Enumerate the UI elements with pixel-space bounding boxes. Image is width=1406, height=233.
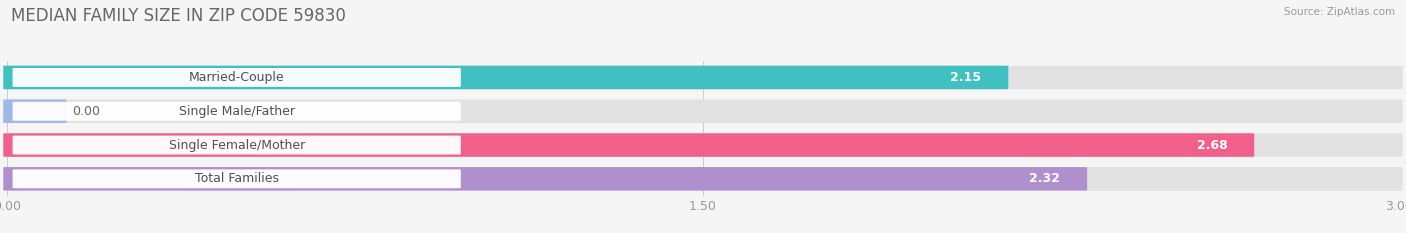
FancyBboxPatch shape	[3, 66, 1008, 89]
Text: Single Female/Mother: Single Female/Mother	[169, 139, 305, 151]
FancyBboxPatch shape	[13, 136, 461, 154]
FancyBboxPatch shape	[3, 167, 1403, 191]
Text: 0.00: 0.00	[72, 105, 100, 118]
Text: 2.32: 2.32	[1029, 172, 1060, 185]
Text: 2.68: 2.68	[1197, 139, 1227, 151]
Text: Total Families: Total Families	[194, 172, 278, 185]
FancyBboxPatch shape	[13, 68, 461, 87]
Text: Source: ZipAtlas.com: Source: ZipAtlas.com	[1284, 7, 1395, 17]
FancyBboxPatch shape	[13, 169, 461, 188]
FancyBboxPatch shape	[3, 99, 1403, 123]
FancyBboxPatch shape	[13, 102, 461, 121]
FancyBboxPatch shape	[3, 133, 1403, 157]
FancyBboxPatch shape	[3, 66, 1403, 89]
Text: Single Male/Father: Single Male/Father	[179, 105, 295, 118]
FancyBboxPatch shape	[3, 99, 66, 123]
Text: MEDIAN FAMILY SIZE IN ZIP CODE 59830: MEDIAN FAMILY SIZE IN ZIP CODE 59830	[11, 7, 346, 25]
FancyBboxPatch shape	[3, 133, 1254, 157]
Text: Married-Couple: Married-Couple	[188, 71, 284, 84]
Text: 2.15: 2.15	[950, 71, 981, 84]
FancyBboxPatch shape	[3, 167, 1087, 191]
